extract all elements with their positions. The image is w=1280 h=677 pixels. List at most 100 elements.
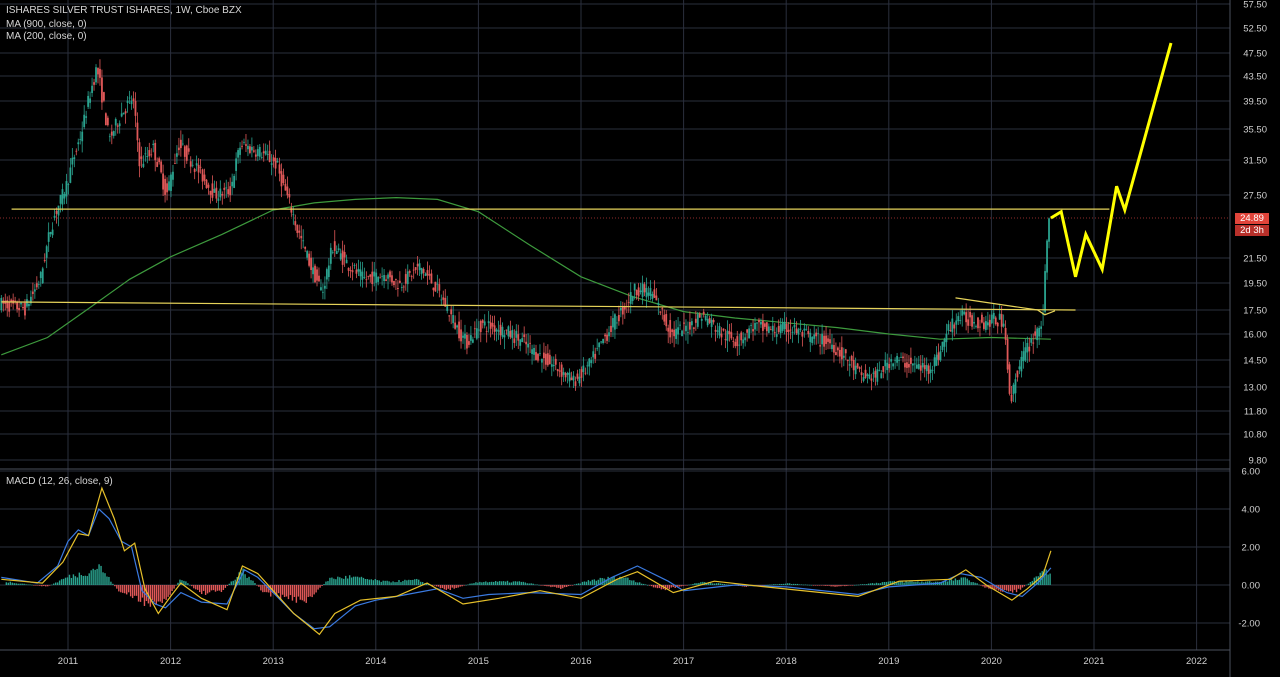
candle-body <box>570 377 573 381</box>
ma200-legend[interactable]: MA (200, close, 0) <box>6 31 87 42</box>
macd-histogram-bar <box>66 577 69 585</box>
candle-body <box>986 322 989 326</box>
macd-histogram-bar <box>881 582 884 585</box>
macd-histogram-bar <box>447 585 450 589</box>
candle-body <box>706 318 709 326</box>
macd-histogram-bar <box>258 585 260 587</box>
time-tick-label: 2012 <box>160 656 181 667</box>
candle-body <box>398 280 401 283</box>
macd-histogram-bar <box>242 568 244 585</box>
macd-histogram-bar <box>834 585 836 587</box>
candle-body <box>653 289 656 298</box>
candle-body <box>988 319 991 327</box>
candle-body <box>773 332 776 334</box>
candle-body <box>868 374 871 379</box>
macd-legend[interactable]: MACD (12, 26, close, 9) <box>6 476 113 487</box>
macd-histogram-bar <box>502 581 505 585</box>
macd-histogram-bar <box>694 583 696 585</box>
ma900-legend[interactable]: MA (900, close, 0) <box>6 19 87 30</box>
macd-histogram-bar <box>623 577 625 585</box>
candle-body <box>268 150 271 162</box>
macd-histogram-bar <box>175 585 177 586</box>
macd-histogram-bar <box>279 585 282 600</box>
macd-histogram-bar <box>929 581 931 585</box>
macd-histogram-bar <box>899 581 901 585</box>
candle-body <box>424 273 427 276</box>
macd-tick-label: 6.00 <box>1242 467 1261 478</box>
candle-body <box>793 325 796 328</box>
candle-body <box>272 157 275 162</box>
macd-histogram-bar <box>27 584 29 586</box>
macd-histogram-bar <box>617 579 619 585</box>
macd-histogram-bar <box>822 585 824 586</box>
macd-histogram-bar <box>283 585 286 598</box>
macd-histogram-bar <box>151 585 154 601</box>
candle-body <box>716 330 719 332</box>
price-tick-label: 16.00 <box>1243 330 1267 341</box>
macd-histogram-bar <box>7 582 10 585</box>
candle-body <box>373 271 376 277</box>
candle-body <box>866 374 869 376</box>
candle-body <box>911 363 914 366</box>
macd-histogram-bar <box>879 583 882 585</box>
candle-body <box>122 112 125 115</box>
candle-body <box>864 369 867 378</box>
macd-histogram-bar <box>1033 577 1036 585</box>
candle-body <box>700 318 703 321</box>
candle-body <box>466 334 468 349</box>
candle-body <box>430 273 433 284</box>
macd-histogram-bar <box>842 585 844 586</box>
candle-body <box>329 247 332 264</box>
candle-body <box>763 323 766 327</box>
candle-body <box>18 307 20 311</box>
candle-body <box>531 349 533 355</box>
macd-histogram-bar <box>609 578 611 585</box>
candle-body <box>752 329 754 332</box>
candle-body <box>355 269 358 274</box>
macd-histogram-bar <box>990 585 992 589</box>
candle-body <box>140 156 143 159</box>
macd-histogram-bar <box>248 576 250 585</box>
candle-body <box>981 314 983 323</box>
candle-body <box>1018 366 1021 370</box>
candle-body <box>250 146 253 151</box>
chart-title[interactable]: ISHARES SILVER TRUST ISHARES, 1W, Cboe B… <box>6 5 242 16</box>
macd-histogram-bar <box>674 585 676 589</box>
macd-histogram-bar <box>210 585 213 591</box>
candle-body <box>718 326 721 336</box>
macd-histogram-bar <box>569 585 572 586</box>
candle-body <box>890 359 893 362</box>
candle-body <box>935 354 938 366</box>
macd-histogram-bar <box>305 585 307 603</box>
candle-body <box>730 332 733 339</box>
macd-histogram-bar <box>317 585 319 590</box>
trendlines <box>1 42 1173 316</box>
candle-body <box>487 321 490 324</box>
candle-body <box>201 169 204 182</box>
macd-histogram-bar <box>498 581 501 585</box>
candle-body <box>264 150 267 155</box>
macd-histogram-bar <box>863 584 866 585</box>
macd-histogram-bar <box>597 579 599 585</box>
macd-histogram-bar <box>506 580 509 585</box>
candle-body <box>406 271 409 285</box>
candle-body <box>81 131 84 142</box>
macd-histogram-bar <box>702 581 704 585</box>
candle-body <box>1008 364 1011 394</box>
macd-histogram-bar <box>224 585 227 588</box>
macd-histogram-bar <box>51 584 53 586</box>
candle-body <box>345 259 348 264</box>
candle-body <box>1006 338 1009 370</box>
candle-body <box>1038 327 1041 337</box>
candle-body <box>33 289 36 292</box>
candle-body <box>418 263 421 271</box>
macd-histogram-bar <box>575 583 578 585</box>
candle-body <box>266 154 269 155</box>
macd-histogram-bar <box>467 584 469 586</box>
candle-body <box>126 100 129 103</box>
macd-histogram-bar <box>828 585 830 586</box>
candle-body <box>811 336 814 344</box>
candle-body <box>870 378 873 381</box>
macd-histogram-bar <box>240 572 242 585</box>
